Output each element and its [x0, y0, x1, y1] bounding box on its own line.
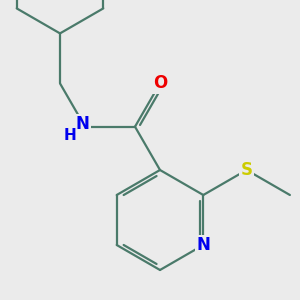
Text: H: H [64, 128, 76, 143]
Text: S: S [241, 161, 253, 179]
Text: N: N [76, 115, 89, 133]
Text: N: N [196, 236, 210, 254]
Text: O: O [153, 74, 167, 92]
